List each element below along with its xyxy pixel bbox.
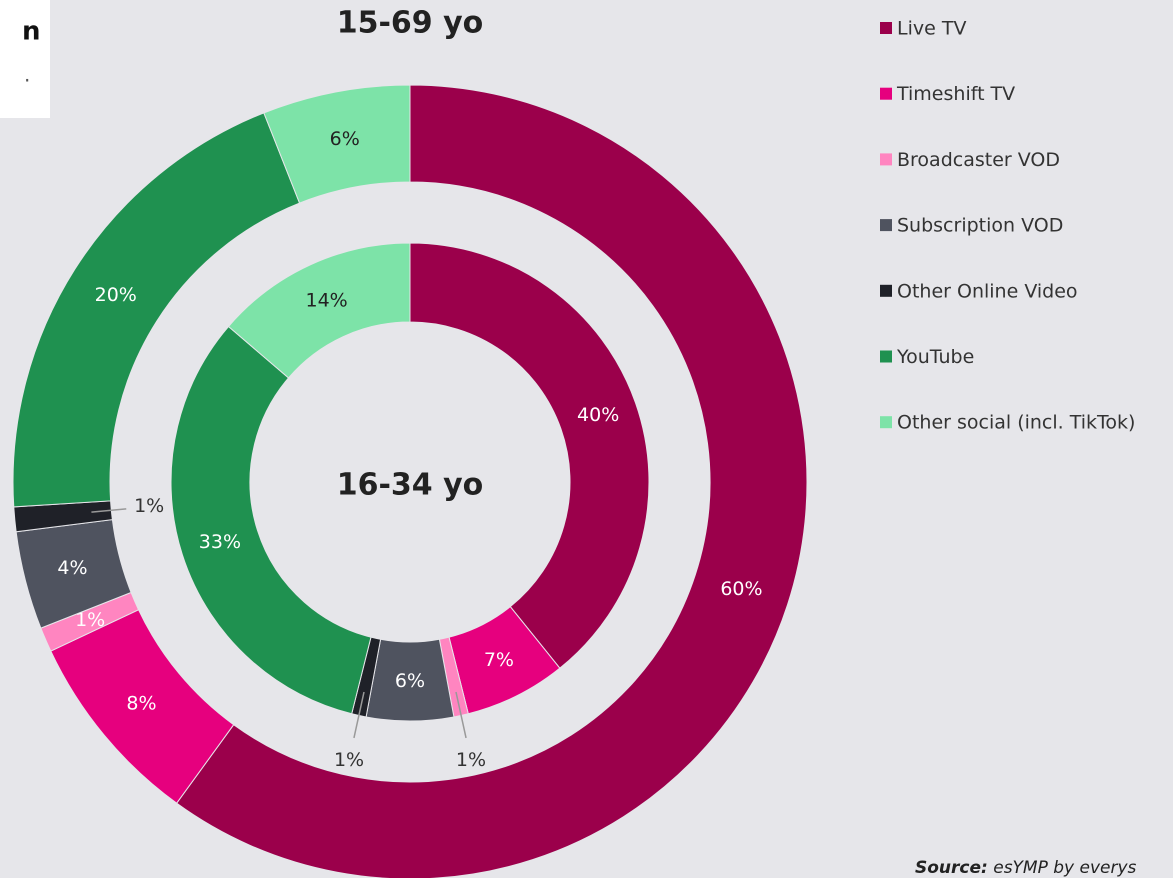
- source-label: Source:: [915, 858, 988, 878]
- value-label: 6%: [395, 670, 425, 692]
- legend-label: Other social (incl. TikTok): [897, 412, 1135, 434]
- legend-swatch: [880, 350, 892, 363]
- donut-slice: [263, 84, 411, 204]
- legend-swatch: [880, 284, 892, 297]
- legend-swatch: [880, 219, 892, 232]
- source-text: esYMP by everys: [988, 858, 1137, 878]
- legend-swatch: [880, 87, 892, 100]
- clipped-panel: [0, 0, 50, 118]
- value-label: 4%: [57, 557, 87, 579]
- inner-ring-title: 16-34 yo: [337, 468, 484, 503]
- value-label: 14%: [305, 289, 347, 311]
- value-label: 60%: [720, 578, 762, 600]
- legend-swatch: [880, 416, 892, 429]
- legend-label: YouTube: [896, 346, 974, 368]
- value-label: 6%: [330, 128, 360, 150]
- legend-swatch: [880, 153, 892, 166]
- value-label: 1%: [134, 495, 164, 517]
- value-label: 20%: [95, 284, 137, 306]
- legend-label: Broadcaster VOD: [897, 149, 1060, 171]
- value-label: 1%: [456, 749, 486, 771]
- clipped-text: n: [22, 17, 41, 47]
- value-label: 1%: [75, 609, 105, 631]
- donut-slice: [227, 242, 411, 379]
- legend-label: Subscription VOD: [897, 215, 1063, 237]
- leader-line: [353, 691, 365, 739]
- value-label: 33%: [199, 531, 241, 553]
- legend-label: Other Online Video: [897, 280, 1078, 302]
- value-label: 1%: [334, 749, 364, 771]
- legend-label: Timeshift TV: [896, 83, 1015, 105]
- clipped-text: .: [24, 63, 30, 87]
- donut-slice: [175, 84, 808, 878]
- legend-swatch: [880, 22, 892, 34]
- donut-slice: [170, 325, 372, 715]
- value-label: 40%: [577, 404, 619, 426]
- value-label: 7%: [484, 649, 514, 671]
- leader-line: [91, 508, 127, 513]
- source: Source: esYMP by everys: [915, 858, 1137, 878]
- value-label: 8%: [126, 693, 156, 715]
- donut-slice: [409, 242, 650, 669]
- legend-label: Live TV: [897, 18, 966, 40]
- leader-line: [455, 691, 467, 739]
- outer-ring-title: 15-69 yo: [337, 6, 484, 41]
